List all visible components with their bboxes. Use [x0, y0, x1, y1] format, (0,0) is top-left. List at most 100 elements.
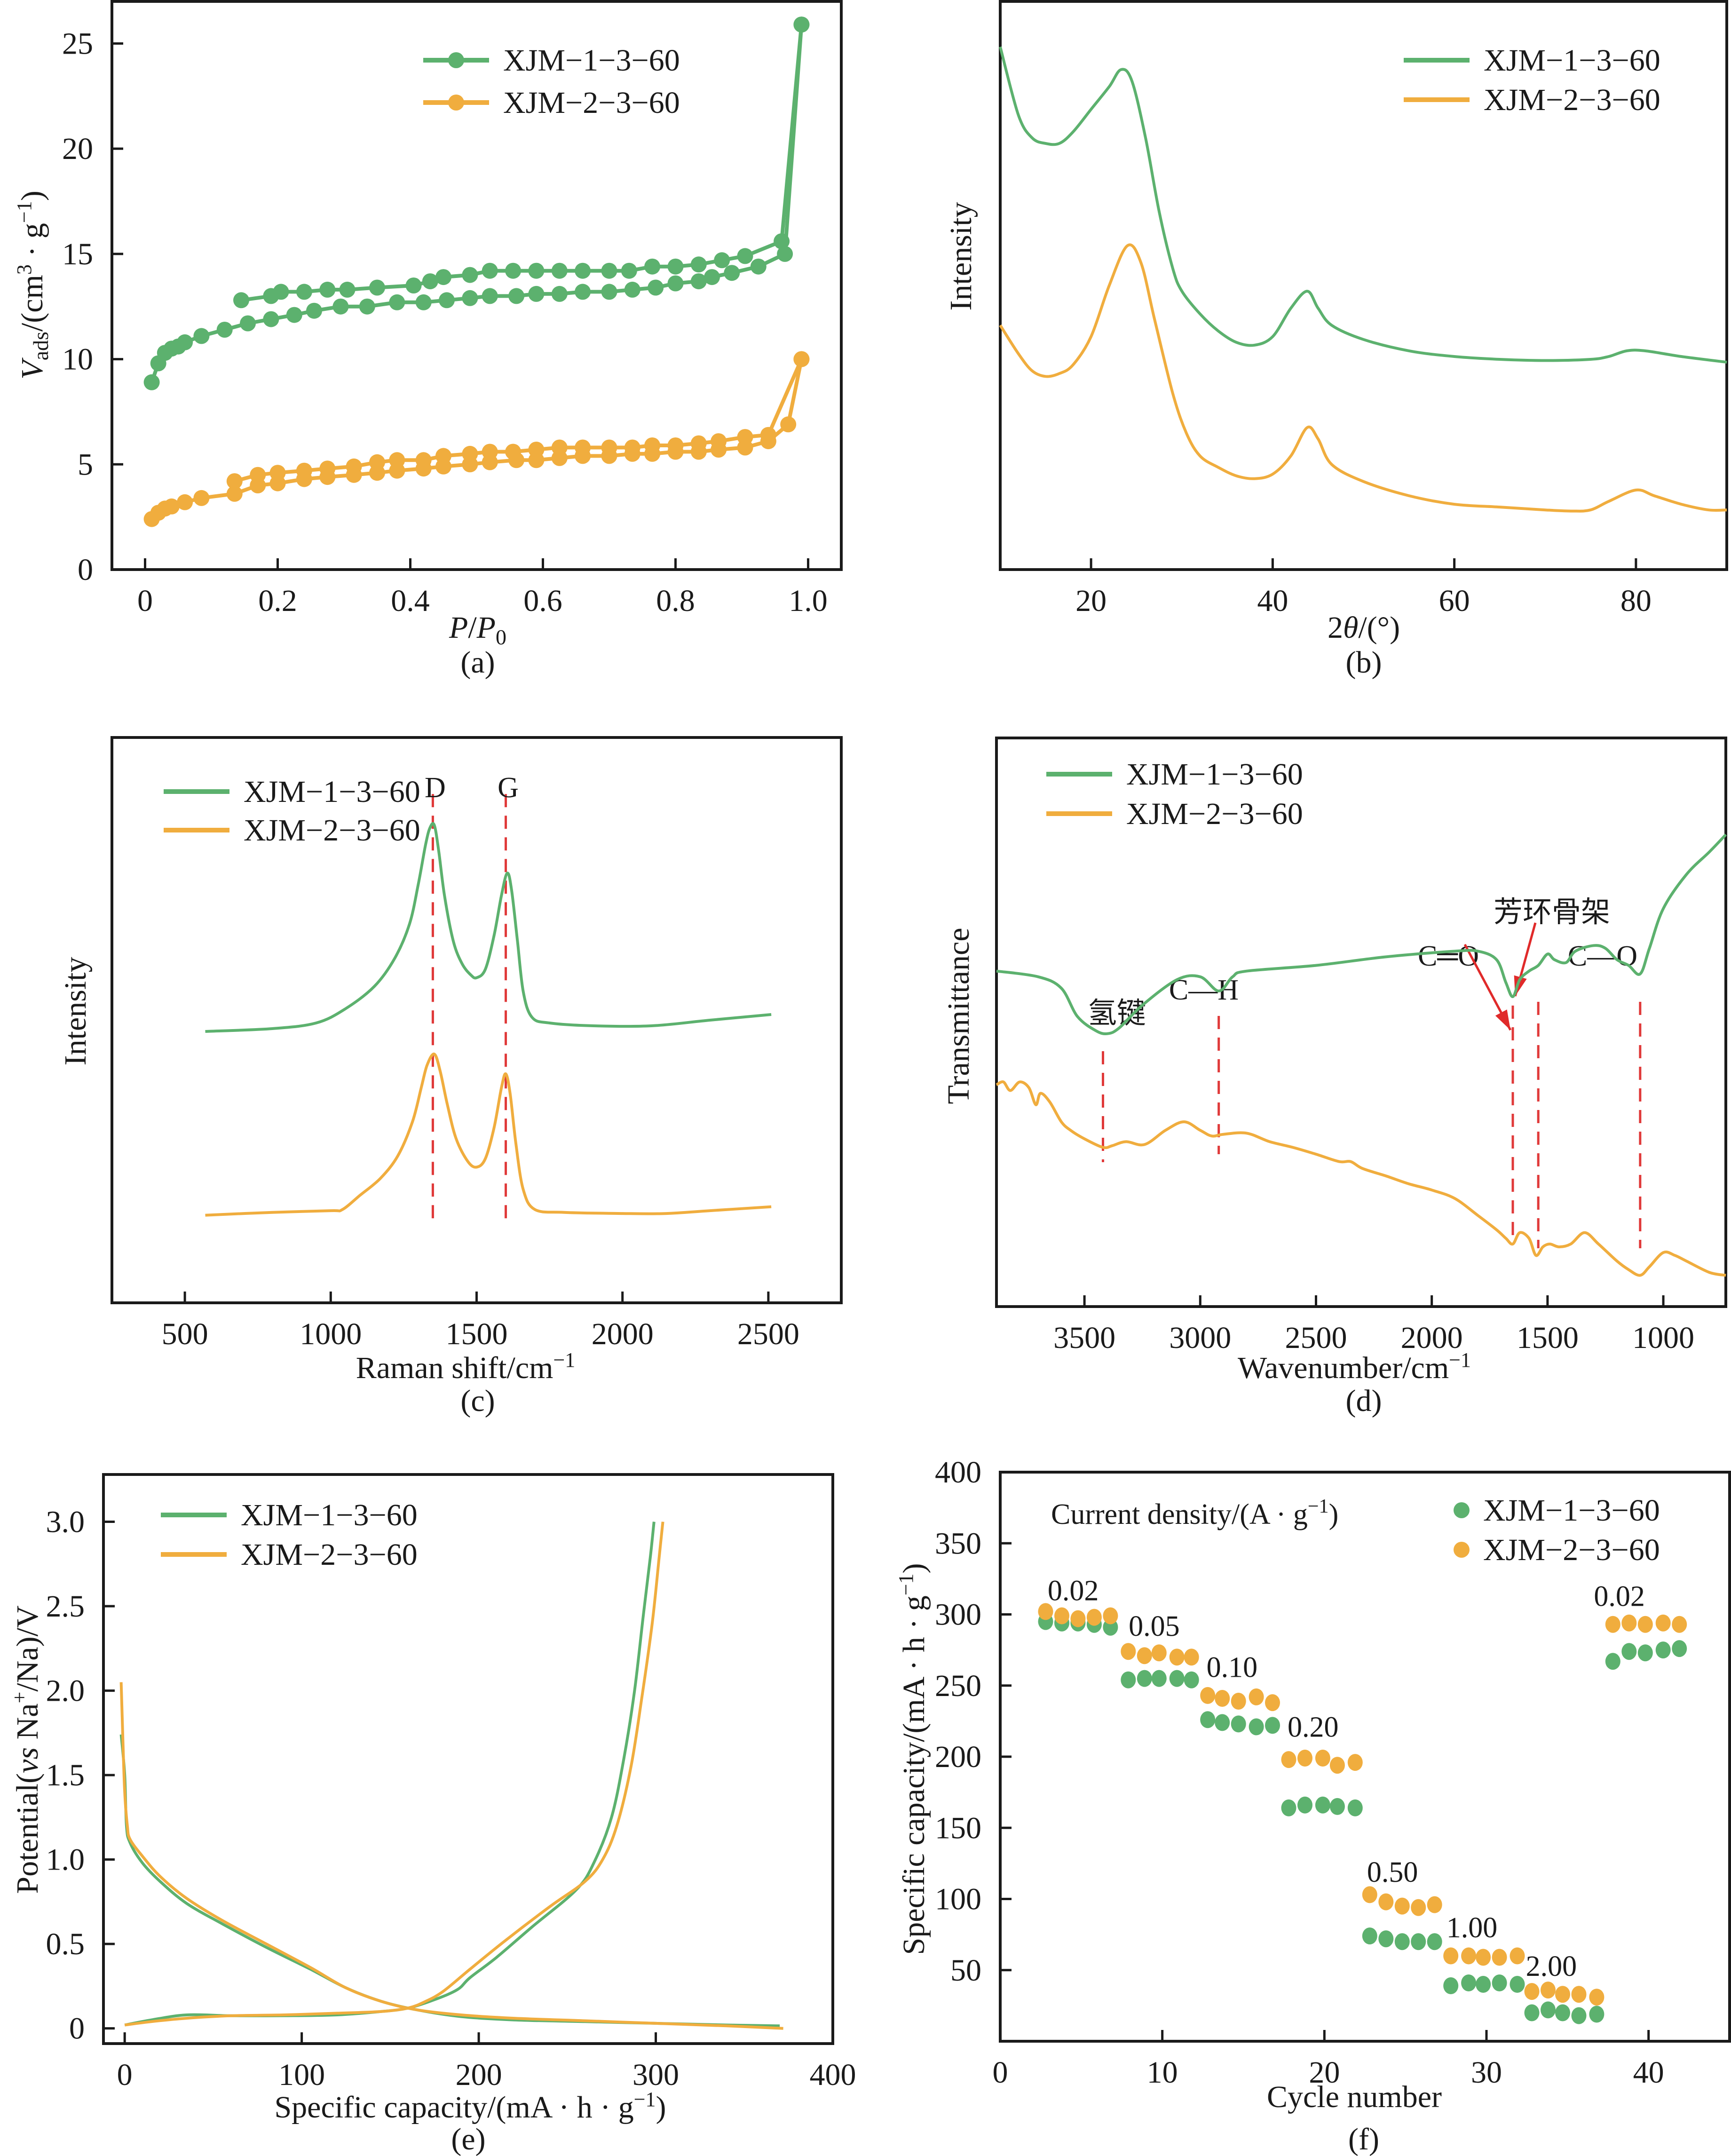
data-point-1	[1443, 1977, 1459, 1994]
legend-label: XJM−1−3−60	[503, 43, 680, 78]
legend-label: XJM−2−3−60	[1484, 83, 1660, 117]
data-point-2	[1476, 1949, 1491, 1966]
x-tick-label: 30	[1471, 2055, 1502, 2090]
x-tick-label: 3500	[1053, 1321, 1115, 1355]
data-point	[415, 294, 432, 310]
data-point-2	[1265, 1694, 1280, 1712]
x-tick-label: 20	[1075, 584, 1107, 618]
legend-label: XJM−2−3−60	[241, 1538, 418, 1572]
panel-d-ftir: 3500 3000 2500 2000 1500 1000氢键C—HC═O芳环骨架C—OX…	[941, 737, 1727, 1418]
data-point	[690, 273, 707, 290]
data-point-1	[1510, 1976, 1525, 1993]
data-point	[667, 437, 684, 453]
x-tick-label: 0.4	[391, 584, 430, 618]
data-point	[575, 284, 591, 300]
data-point	[551, 439, 568, 456]
data-point	[296, 462, 312, 479]
data-point-2	[1184, 1649, 1199, 1666]
x-tick-label: 80	[1620, 584, 1652, 618]
data-point	[296, 284, 312, 300]
legend-item: XJM−2−3−60	[1404, 83, 1660, 117]
x-tick-label: 1000	[1632, 1321, 1694, 1355]
legend-label: XJM−2−3−60	[1126, 797, 1303, 831]
data-point	[601, 262, 617, 279]
data-point	[306, 302, 322, 319]
band-label: C═O	[1418, 940, 1479, 972]
data-point-1	[1492, 1974, 1507, 1991]
x-tick-label: 2000	[1401, 1321, 1463, 1355]
panel-a-label: (a)	[460, 645, 495, 680]
x-tick-label: 0.8	[656, 584, 695, 618]
data-point-1	[1637, 1644, 1653, 1662]
data-point	[286, 307, 302, 323]
band-label: C—O	[1568, 940, 1637, 972]
legend-marker-swatch	[1454, 1542, 1470, 1558]
data-point-1	[1605, 1653, 1620, 1670]
data-point	[624, 439, 640, 456]
data-point-2	[1427, 1896, 1442, 1913]
data-point	[704, 269, 720, 285]
data-point-1	[1461, 1974, 1477, 1991]
y-tick-label: 300	[935, 1598, 981, 1632]
data-point-1	[1315, 1796, 1330, 1814]
data-point	[644, 437, 661, 453]
data-point	[389, 452, 405, 468]
data-point-2	[1394, 1897, 1410, 1915]
data-point-2	[1347, 1754, 1363, 1771]
data-point-1	[1427, 1933, 1442, 1950]
series-line-1	[999, 46, 1727, 364]
data-point	[226, 473, 243, 490]
panel-c-ylabel: Intensity	[58, 957, 93, 1066]
x-tick-label: 10	[1147, 2055, 1178, 2090]
data-point	[724, 265, 740, 281]
y-tick-label: 5	[78, 447, 93, 482]
data-point-2	[1231, 1693, 1246, 1710]
data-point	[339, 281, 356, 298]
plot-frame	[995, 737, 1727, 1308]
y-tick-label: 2.0	[46, 1674, 85, 1708]
data-point-2	[1215, 1690, 1230, 1707]
data-point	[389, 294, 405, 310]
current-density-label: 0.10	[1207, 1652, 1258, 1684]
data-point-1	[1555, 2004, 1570, 2021]
data-point	[644, 258, 661, 275]
plot-frame	[999, 0, 1728, 571]
data-point	[793, 16, 810, 33]
legend-item: XJM−2−3−60	[164, 813, 420, 848]
data-point-1	[1378, 1930, 1394, 1948]
plot-frame	[111, 736, 843, 1304]
data-point	[777, 246, 793, 262]
data-point-1	[1589, 2005, 1605, 2023]
panel-e-plot-area: 0 100 200 300 400 0 0.5 1.0 1.5 2.0 2.5 3.0 XJM−1−3−…	[46, 1473, 856, 2092]
data-point	[601, 284, 617, 300]
data-point-1	[1249, 1718, 1264, 1736]
panel-f-plot-area: 0 10 20 30 40 50 100 150 200 250 300 350 400 0.02 0.05…	[935, 1455, 1731, 2090]
data-point-1	[1362, 1927, 1377, 1945]
panel-b-label: (b)	[1346, 645, 1382, 680]
legend-item: XJM−1−3−60	[164, 775, 420, 809]
data-point-1	[1184, 1671, 1199, 1688]
panel-d-plot-area: 3500 3000 2500 2000 1500 1000氢键C—HC═O芳环骨架C—OX…	[995, 737, 1727, 1355]
data-point	[714, 252, 730, 269]
data-point	[482, 288, 498, 304]
x-tick-label: 2500	[737, 1317, 799, 1351]
data-point-2	[1555, 1986, 1570, 2003]
x-tick-label: 300	[632, 2058, 679, 2092]
data-point	[193, 490, 210, 506]
panel-a-nitrogen-isotherm: 0 0.2 0.4 0.6 0.8 1.0 0 5 10 15 20 25 XJM−1−3−60 XJM−…	[13, 0, 843, 680]
band-label: 芳环骨架	[1494, 896, 1610, 928]
panel-b-xrd: 20 40 60 80 XJM−1−3−60 XJM−2−3−60 2θ/(°) Inte…	[944, 0, 1728, 680]
panel-f-label: (f)	[1348, 2122, 1379, 2156]
arrow-head	[1514, 975, 1527, 996]
y-tick-label: 250	[935, 1669, 981, 1703]
data-point	[505, 444, 522, 460]
x-tick-label: 0	[117, 2058, 133, 2092]
panel-b-xlabel: 2θ/(°)	[1328, 610, 1400, 645]
x-tick-label: 1500	[446, 1317, 508, 1351]
series-line-1	[205, 822, 772, 1033]
panel-d-label: (d)	[1346, 1384, 1382, 1418]
x-tick-label: 400	[810, 2058, 856, 2092]
data-point-2	[1461, 1947, 1477, 1965]
y-tick-label: 50	[950, 1953, 981, 1988]
data-point	[624, 281, 640, 298]
